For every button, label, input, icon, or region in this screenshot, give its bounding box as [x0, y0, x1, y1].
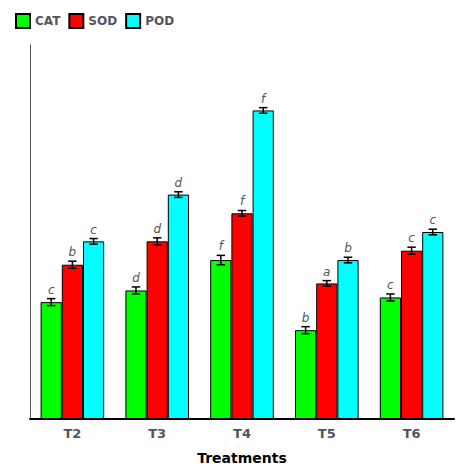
- svg-text:T4: T4: [233, 426, 251, 441]
- svg-text:b: b: [344, 241, 352, 255]
- svg-text:d: d: [132, 271, 140, 285]
- svg-text:b: b: [69, 245, 77, 259]
- svg-text:c: c: [48, 283, 55, 297]
- svg-text:POD: POD: [145, 14, 174, 28]
- svg-text:c: c: [429, 213, 436, 227]
- svg-text:f: f: [240, 194, 246, 208]
- svg-text:c: c: [90, 223, 97, 237]
- svg-text:SOD: SOD: [88, 14, 117, 28]
- svg-text:T3: T3: [148, 426, 166, 441]
- svg-text:c: c: [408, 231, 415, 245]
- svg-text:T5: T5: [318, 426, 336, 441]
- svg-text:b: b: [302, 311, 310, 325]
- svg-text:T6: T6: [403, 426, 421, 441]
- svg-text:a: a: [323, 265, 330, 279]
- svg-text:Treatments: Treatments: [197, 450, 287, 466]
- svg-text:T2: T2: [63, 426, 81, 441]
- svg-text:d: d: [153, 222, 161, 236]
- svg-text:CAT: CAT: [35, 14, 61, 28]
- svg-text:d: d: [175, 176, 183, 190]
- svg-text:c: c: [387, 278, 394, 292]
- svg-text:f: f: [261, 92, 267, 106]
- svg-text:f: f: [219, 239, 225, 253]
